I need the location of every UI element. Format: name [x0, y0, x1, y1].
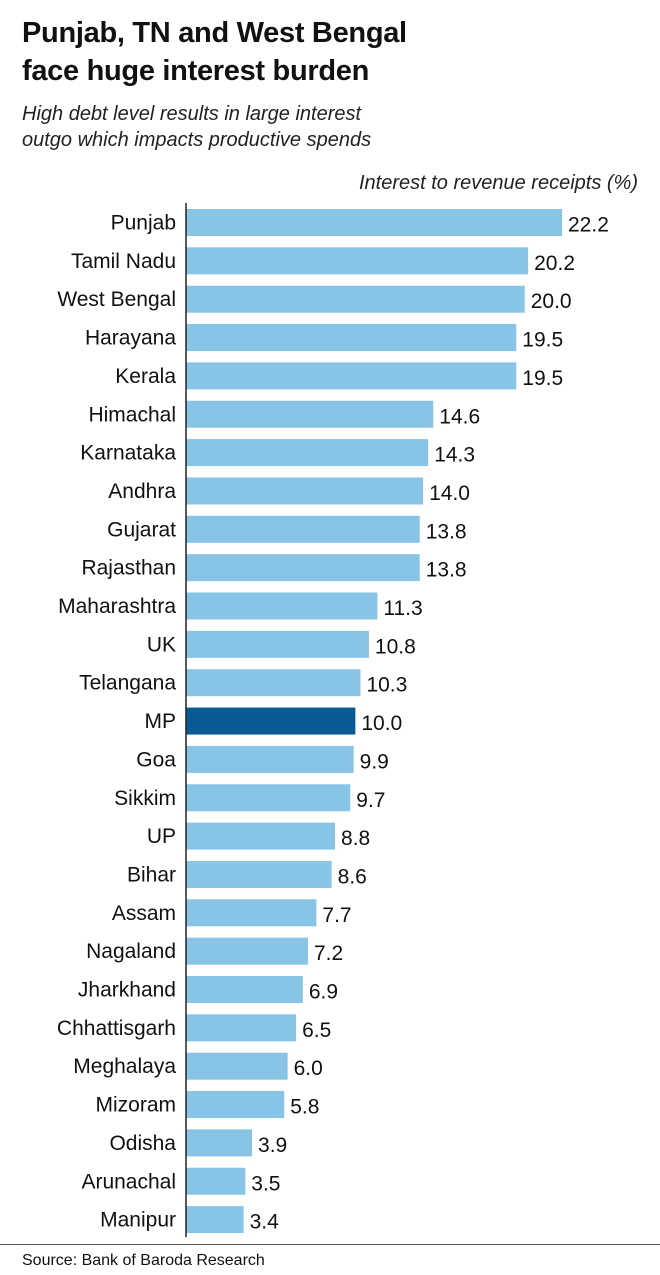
category-label-uk: UK	[147, 633, 176, 656]
bar-harayana	[186, 324, 517, 352]
category-label-jharkhand: Jharkhand	[78, 979, 176, 1002]
value-label-mizoram: 5.8	[290, 1096, 319, 1119]
source-note: Source: Bank of Baroda Research	[22, 1252, 265, 1269]
category-label-sikkim: Sikkim	[114, 787, 176, 810]
category-label-manipur: Manipur	[100, 1209, 176, 1232]
chart-subtitle: High debt level results in large interes…	[22, 101, 642, 153]
bar-mizoram	[186, 1091, 285, 1119]
bar-sikkim	[186, 784, 351, 812]
x-axis-title: Interest to revenue receipts (%)	[358, 172, 638, 194]
value-label-harayana: 19.5	[522, 329, 563, 352]
value-label-uk: 10.8	[375, 635, 416, 658]
bar-tamil-nadu	[186, 247, 529, 275]
category-label-goa: Goa	[136, 748, 176, 771]
category-label-maharashtra: Maharashtra	[58, 595, 176, 618]
bar-chart: Punjab 22.2 Tamil Nadu 20.2 West Bengal 20.0 H…	[57, 203, 609, 1238]
category-label-gujarat: Gujarat	[107, 518, 176, 541]
value-label-goa: 9.9	[360, 750, 389, 773]
category-label-west-bengal: West Bengal	[57, 288, 176, 311]
category-label-up: UP	[147, 825, 176, 848]
bar-chhattisgarh	[186, 1014, 297, 1042]
value-label-bihar: 8.6	[338, 865, 367, 888]
value-label-maharashtra: 11.3	[383, 597, 422, 620]
bar-jharkhand	[186, 976, 303, 1003]
value-label-kerala: 19.5	[522, 367, 563, 390]
bar-punjab	[186, 209, 562, 236]
chart-subtitle-line-2: outgo which impacts productive spends	[22, 129, 372, 151]
category-label-andhra: Andhra	[108, 480, 176, 503]
chart-title-line-2: face huge interest burden	[22, 55, 370, 87]
value-label-manipur: 3.4	[250, 1211, 280, 1234]
bar-odisha	[186, 1129, 253, 1157]
value-label-jharkhand: 6.9	[309, 981, 338, 1004]
value-label-himachal: 14.6	[439, 405, 480, 428]
category-label-mizoram: Mizoram	[95, 1094, 176, 1117]
bar-mp	[186, 707, 356, 735]
bar-up	[186, 822, 336, 850]
category-label-rajasthan: Rajasthan	[81, 557, 176, 580]
bar-maharashtra	[186, 592, 378, 620]
bar-kerala	[186, 362, 517, 390]
category-label-tamil-nadu: Tamil Nadu	[71, 250, 176, 273]
value-label-telangana: 10.3	[366, 674, 407, 697]
value-label-tamil-nadu: 20.2	[534, 252, 575, 275]
value-label-mp: 10.0	[361, 712, 402, 735]
value-label-chhattisgarh: 6.5	[302, 1019, 331, 1042]
value-label-sikkim: 9.7	[356, 789, 385, 812]
bar-andhra	[186, 477, 424, 505]
value-label-gujarat: 13.8	[426, 520, 467, 543]
bar-west-bengal	[186, 285, 525, 313]
bar-goa	[186, 745, 354, 773]
value-label-odisha: 3.9	[258, 1134, 287, 1157]
bar-bihar	[186, 860, 332, 888]
value-label-west-bengal: 20.0	[531, 290, 572, 313]
bar-meghalaya	[186, 1052, 288, 1080]
category-label-arunachal: Arunachal	[81, 1170, 176, 1193]
bar-manipur	[186, 1206, 244, 1234]
bar-nagaland	[186, 937, 308, 965]
category-label-meghalaya: Meghalaya	[73, 1055, 176, 1078]
category-label-chhattisgarh: Chhattisgarh	[57, 1017, 176, 1040]
bar-assam	[186, 899, 317, 927]
category-label-punjab: Punjab	[111, 212, 176, 235]
value-label-punjab: 22.2	[568, 214, 609, 237]
category-label-odisha: Odisha	[109, 1132, 176, 1155]
bar-telangana	[186, 669, 361, 697]
category-label-kerala: Kerala	[115, 365, 176, 388]
value-label-up: 8.8	[341, 827, 370, 850]
category-label-telangana: Telangana	[79, 672, 176, 695]
value-label-rajasthan: 13.8	[426, 559, 467, 582]
category-label-harayana: Harayana	[85, 327, 176, 350]
category-label-mp: MP	[145, 710, 177, 733]
bar-gujarat	[186, 515, 420, 543]
chart-title: Punjab, TN and West Bengal face huge int…	[22, 14, 642, 90]
value-label-andhra: 14.0	[429, 482, 470, 505]
value-label-meghalaya: 6.0	[294, 1057, 323, 1080]
value-label-assam: 7.7	[322, 904, 351, 927]
chart-subtitle-line-1: High debt level results in large interes…	[22, 103, 362, 125]
bar-karnataka	[186, 439, 429, 467]
bar-arunachal	[186, 1167, 246, 1195]
chart-title-line-1: Punjab, TN and West Bengal	[22, 17, 407, 49]
value-label-karnataka: 14.3	[434, 444, 475, 467]
category-label-karnataka: Karnataka	[80, 442, 176, 465]
bar-uk	[186, 630, 369, 658]
value-label-arunachal: 3.5	[251, 1172, 280, 1195]
category-label-assam: Assam	[112, 902, 176, 925]
bar-himachal	[186, 400, 434, 428]
value-label-nagaland: 7.2	[314, 942, 343, 965]
category-label-bihar: Bihar	[127, 863, 176, 886]
bar-rajasthan	[186, 554, 420, 582]
source-divider	[0, 1244, 660, 1245]
category-label-nagaland: Nagaland	[86, 940, 176, 963]
category-label-himachal: Himachal	[88, 403, 176, 426]
